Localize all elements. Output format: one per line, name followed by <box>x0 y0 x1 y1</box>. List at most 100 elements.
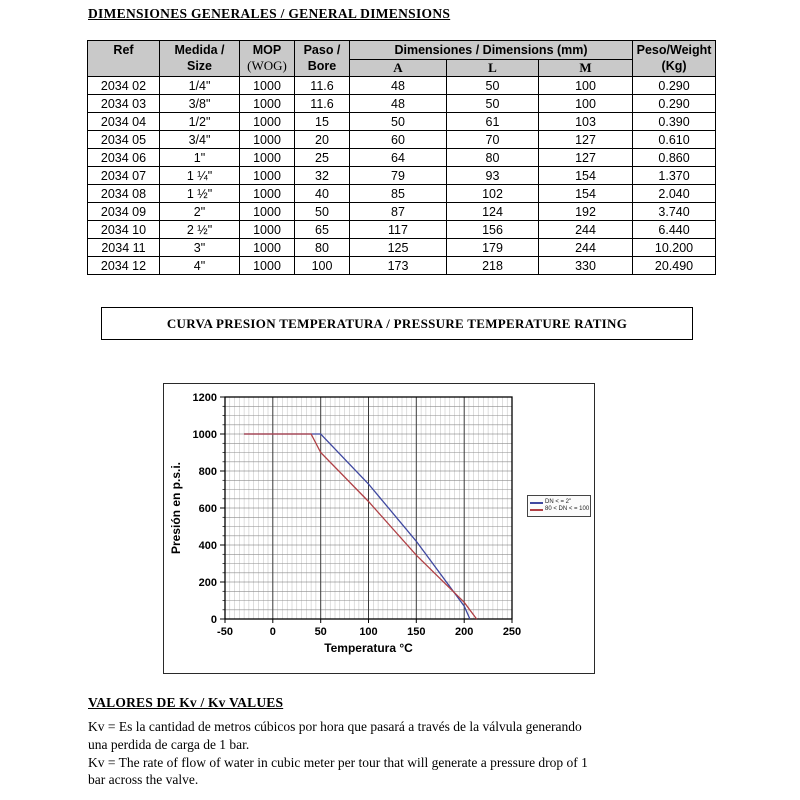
table-row: 2034 02 1/4" 1000 11.6 48 50 100 0.290 <box>87 76 717 95</box>
table-cell: 48 <box>349 76 447 95</box>
table-cell: 2" <box>159 202 240 221</box>
table-cell: 244 <box>537 238 634 257</box>
dimensions-table: Ref Medida / Size MOP (WOG) Paso / Bore D… <box>87 40 717 275</box>
table-cell: 1000 <box>239 94 295 113</box>
table-cell: 0.390 <box>632 112 717 131</box>
svg-text:400: 400 <box>199 540 217 552</box>
svg-text:200: 200 <box>199 577 217 589</box>
table-cell: 6.440 <box>632 220 717 239</box>
header-dim-l: L <box>446 59 539 77</box>
header-size: Medida / Size <box>159 40 240 77</box>
table-cell: 1000 <box>239 112 295 131</box>
legend-label: 80 < DN < = 100 <box>545 506 590 512</box>
table-cell: 0.290 <box>632 76 717 95</box>
table-cell: 100 <box>294 256 350 275</box>
table-cell: 2034 07 <box>87 166 160 185</box>
table-cell: 100 <box>537 76 634 95</box>
table-cell: 85 <box>349 184 447 203</box>
legend-item: 80 < DN < = 100 <box>530 506 590 513</box>
table-cell: 10.200 <box>632 238 717 257</box>
table-row: 2034 10 2 ½" 1000 65 117 156 244 6.440 <box>87 220 717 239</box>
chart-legend: DN < = 2" 80 < DN < = 100 <box>527 495 591 517</box>
table-cell: 3/4" <box>159 130 240 149</box>
header-dim-a: A <box>349 59 447 77</box>
section-banner: CURVA PRESION TEMPERATURA / PRESSURE TEM… <box>101 307 693 340</box>
kv-paragraph-english: Kv = The rate of flow of water in cubic … <box>88 754 588 788</box>
table-cell: 1000 <box>239 184 295 203</box>
table-cell: 2034 06 <box>87 148 160 167</box>
table-cell: 1000 <box>239 220 295 239</box>
dimensions-table-header: Ref Medida / Size MOP (WOG) Paso / Bore D… <box>87 40 717 77</box>
table-cell: 2034 08 <box>87 184 160 203</box>
table-row: 2034 07 1 ¼" 1000 32 79 93 154 1.370 <box>87 166 717 185</box>
table-cell: 2034 09 <box>87 202 160 221</box>
table-cell: 2034 03 <box>87 94 160 113</box>
table-cell: 40 <box>294 184 350 203</box>
kv-section-text: Kv = Es la cantidad de metros cúbicos po… <box>88 718 728 789</box>
table-cell: 11.6 <box>294 94 350 113</box>
table-cell: 1000 <box>239 202 295 221</box>
table-cell: 125 <box>349 238 447 257</box>
table-cell: 15 <box>294 112 350 131</box>
table-cell: 173 <box>349 256 447 275</box>
table-cell: 93 <box>446 166 539 185</box>
table-cell: 330 <box>537 256 634 275</box>
table-row: 2034 04 1/2" 1000 15 50 61 103 0.390 <box>87 112 717 131</box>
table-cell: 4" <box>159 256 240 275</box>
svg-text:-50: -50 <box>217 626 233 638</box>
table-cell: 48 <box>349 94 447 113</box>
table-cell: 2034 11 <box>87 238 160 257</box>
legend-label: DN < = 2" <box>545 499 572 505</box>
table-cell: 124 <box>446 202 539 221</box>
table-cell: 0.610 <box>632 130 717 149</box>
header-weight: Peso/Weight (Kg) <box>632 40 717 77</box>
table-cell: 25 <box>294 148 350 167</box>
svg-text:800: 800 <box>199 466 217 478</box>
table-cell: 80 <box>446 148 539 167</box>
svg-text:150: 150 <box>407 626 425 638</box>
svg-text:Presión en p.s.i.: Presión en p.s.i. <box>169 462 183 554</box>
table-cell: 32 <box>294 166 350 185</box>
chart-frame: -50 0 50 100 150 200 250 0 200 400 600 800 1000 1200 T… <box>163 383 595 674</box>
table-cell: 3" <box>159 238 240 257</box>
table-cell: 102 <box>446 184 539 203</box>
table-cell: 2 ½" <box>159 220 240 239</box>
table-cell: 11.6 <box>294 76 350 95</box>
table-cell: 3/8" <box>159 94 240 113</box>
kv-paragraph-spanish: Kv = Es la cantidad de metros cúbicos po… <box>88 719 582 752</box>
table-cell: 100 <box>537 94 634 113</box>
table-cell: 1/4" <box>159 76 240 95</box>
dimensions-table-body: 2034 02 1/4" 1000 11.6 48 50 100 0.290 2034 03 3/… <box>87 76 717 275</box>
table-row: 2034 12 4" 1000 100 173 218 330 20.490 <box>87 256 717 275</box>
table-cell: 127 <box>537 130 634 149</box>
table-cell: 117 <box>349 220 447 239</box>
table-cell: 2034 12 <box>87 256 160 275</box>
table-cell: 80 <box>294 238 350 257</box>
table-cell: 1000 <box>239 76 295 95</box>
table-cell: 50 <box>349 112 447 131</box>
table-cell: 2.040 <box>632 184 717 203</box>
table-cell: 2034 04 <box>87 112 160 131</box>
table-cell: 1.370 <box>632 166 717 185</box>
table-cell: 20 <box>294 130 350 149</box>
table-cell: 1000 <box>239 238 295 257</box>
section-banner-title: CURVA PRESION TEMPERATURA / PRESSURE TEM… <box>166 315 628 331</box>
table-cell: 1000 <box>239 256 295 275</box>
table-cell: 127 <box>537 148 634 167</box>
table-cell: 20.490 <box>632 256 717 275</box>
table-row: 2034 11 3" 1000 80 125 179 244 10.200 <box>87 238 717 257</box>
table-cell: 70 <box>446 130 539 149</box>
table-cell: 50 <box>446 76 539 95</box>
header-bore: Paso / Bore <box>294 40 350 77</box>
table-row: 2034 08 1 ½" 1000 40 85 102 154 2.040 <box>87 184 717 203</box>
table-cell: 2034 02 <box>87 76 160 95</box>
svg-text:50: 50 <box>315 626 327 638</box>
table-cell: 0.290 <box>632 94 717 113</box>
table-cell: 50 <box>294 202 350 221</box>
legend-item: DN < = 2" <box>530 499 588 506</box>
page-title: DIMENSIONES GENERALES / GENERAL DIMENSIO… <box>88 6 451 21</box>
legend-line-swatch <box>530 501 543 504</box>
table-cell: 61 <box>446 112 539 131</box>
svg-text:Temperatura °C: Temperatura °C <box>324 641 413 655</box>
